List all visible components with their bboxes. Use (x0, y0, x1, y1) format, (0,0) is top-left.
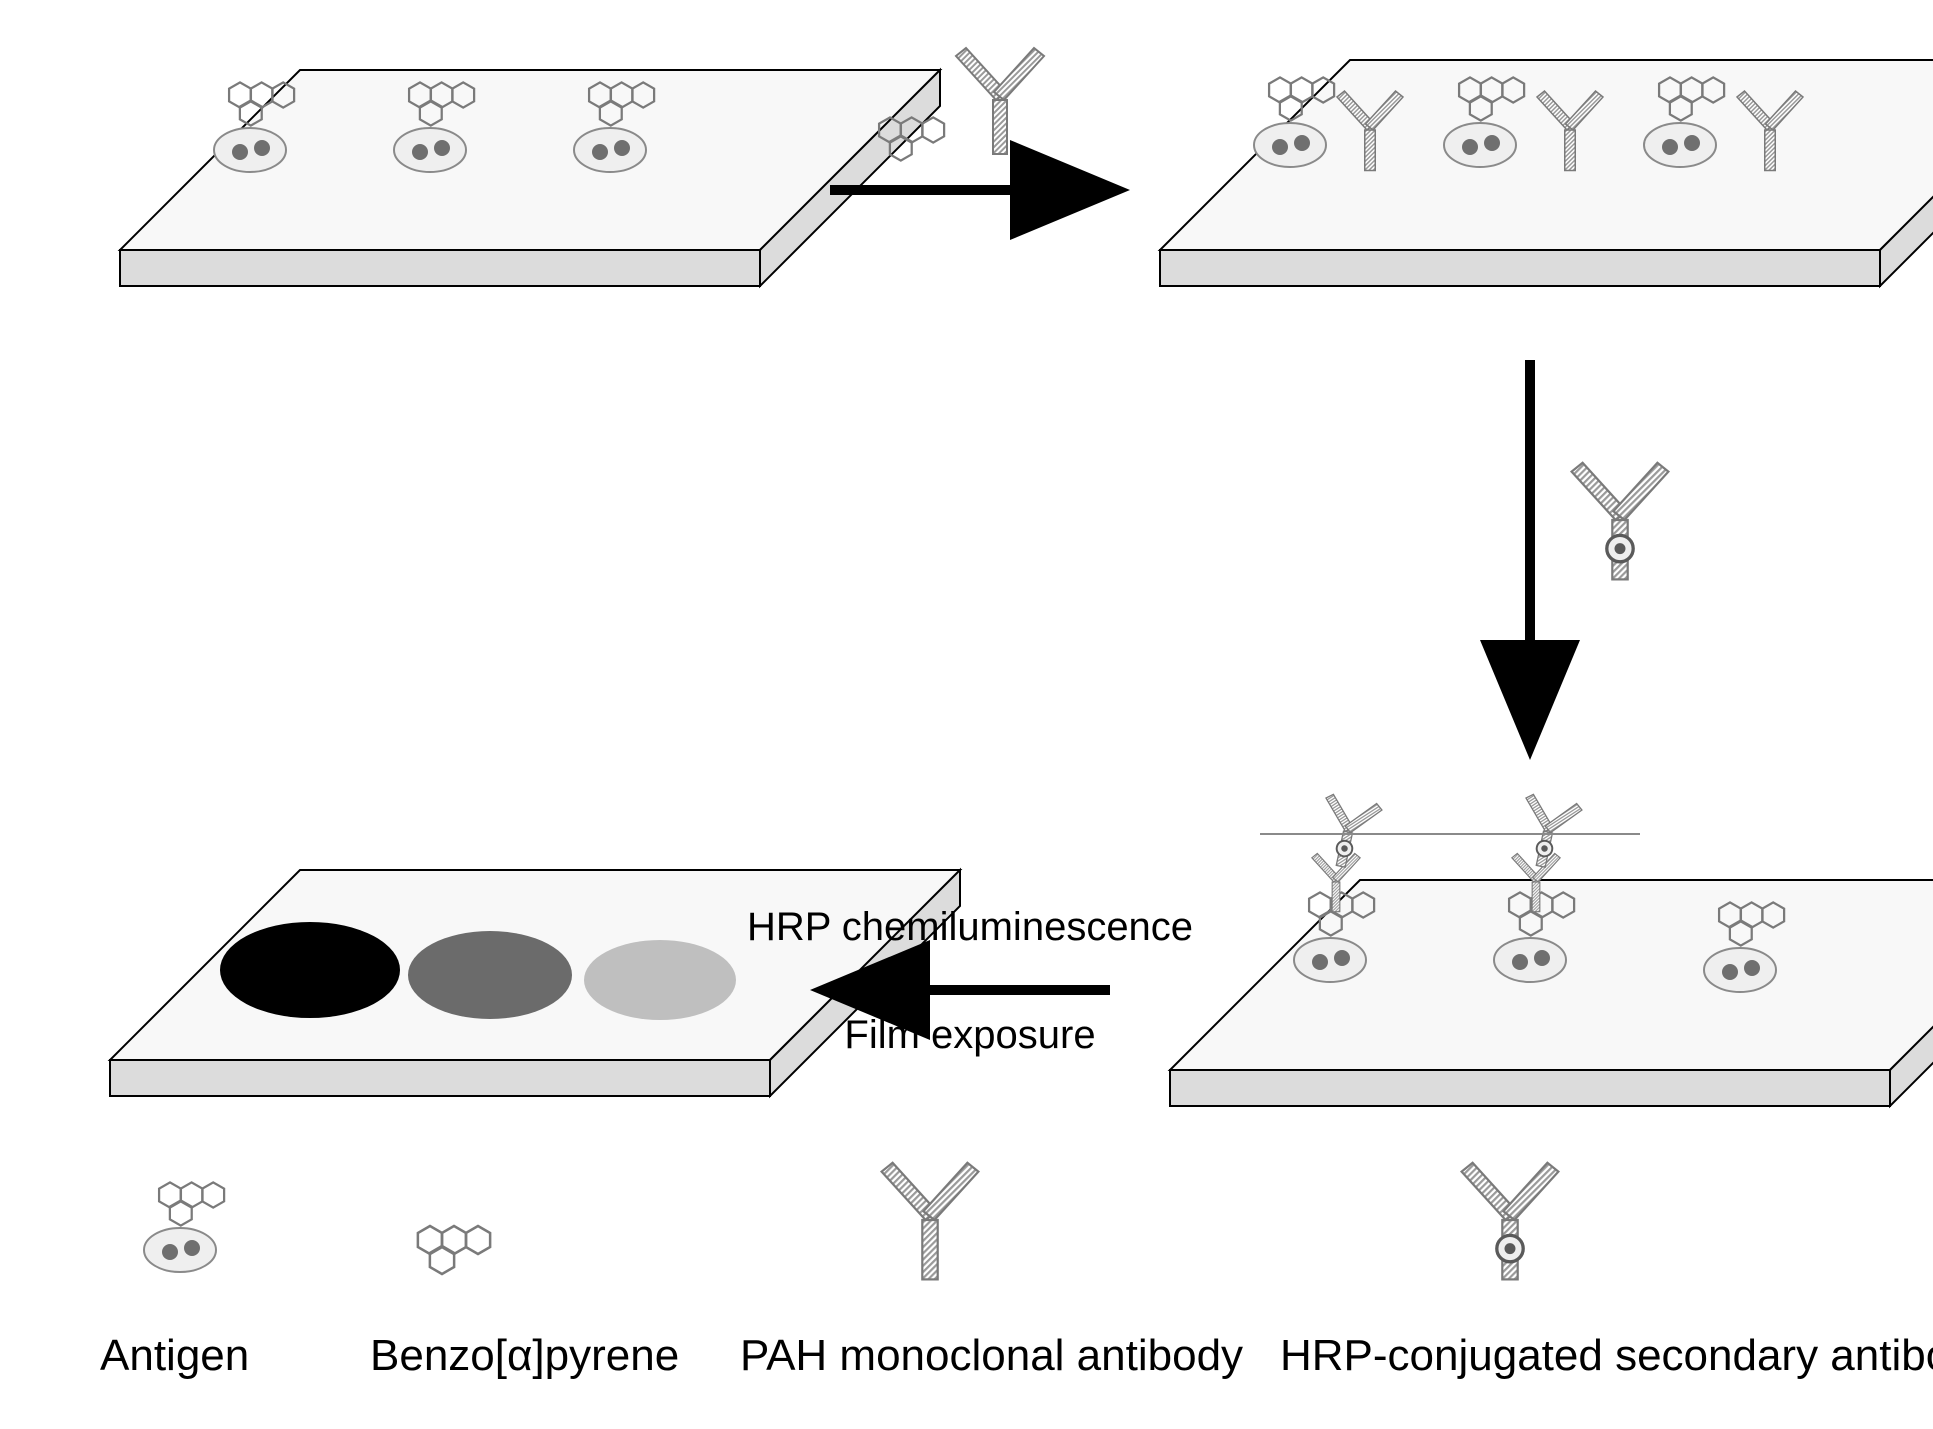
pyrene-icon (418, 1226, 490, 1274)
legend-label: Antigen (100, 1331, 249, 1380)
spot (408, 931, 572, 1019)
legend-label: HRP-conjugated secondary antibody (1280, 1331, 1933, 1380)
pyrene-icon (159, 1182, 224, 1225)
spot (584, 940, 736, 1020)
slab (120, 70, 940, 286)
legend-label: PAH monoclonal antibody (740, 1331, 1243, 1380)
antibody-hrp-icon (1462, 1163, 1559, 1280)
step-label-top: HRP chemiluminescence (747, 905, 1193, 949)
antibody-icon (956, 48, 1044, 154)
antibody-icon (882, 1163, 979, 1280)
spot (220, 922, 400, 1018)
antigen-icon (144, 1182, 224, 1272)
legend-label: Benzo[α]pyrene (370, 1331, 679, 1380)
step-label-bottom: Film exposure (844, 1013, 1095, 1057)
slab (1170, 880, 1933, 1106)
antibody-hrp-icon (1572, 463, 1669, 580)
